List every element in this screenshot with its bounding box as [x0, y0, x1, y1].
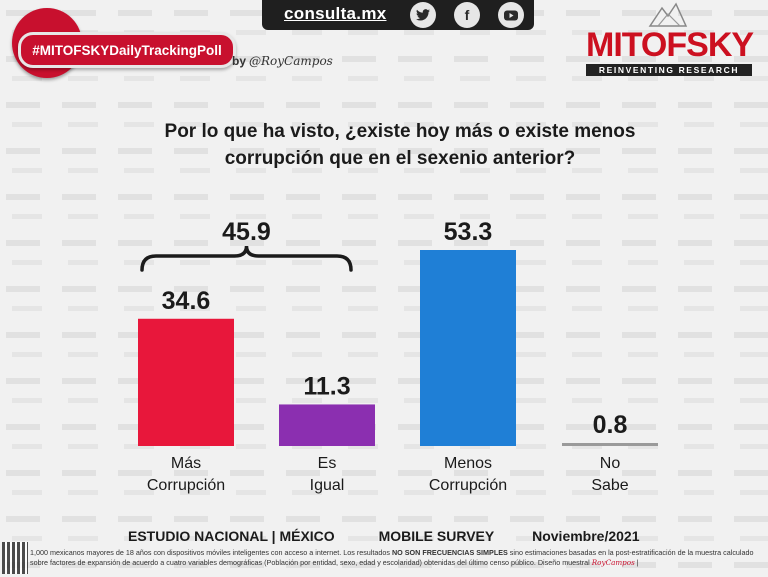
note-bold: NO SON FRECUENCIAS SIMPLES: [391, 548, 508, 557]
twitter-icon[interactable]: [410, 2, 436, 28]
note-part-1: 1,000 mexicanos mayores de 18 años con d…: [30, 548, 390, 557]
category-label-0-1: Corrupción: [147, 477, 225, 494]
youtube-icon[interactable]: [498, 2, 524, 28]
category-label-3-1: Sabe: [591, 477, 628, 494]
category-label-1-0: Es: [318, 455, 337, 472]
category-label-3-0: No: [600, 455, 621, 472]
note-part-2: sino estimaciones basadas en la post-est…: [30, 548, 754, 567]
value-label-0: 34.6: [162, 287, 211, 315]
question-line-1: Por lo que ha visto, ¿existe hoy más o e…: [164, 121, 636, 142]
facebook-icon[interactable]: f: [454, 2, 480, 28]
value-label-3: 0.8: [593, 411, 628, 439]
question-line-2: corrupción que en el sexenio anterior?: [224, 148, 576, 169]
logo-name: MITOFSKY: [586, 26, 754, 64]
footer-line: ESTUDIO NACIONAL | MÉXICO MOBILE SURVEY …: [128, 528, 640, 544]
value-label-2: 53.3: [444, 218, 493, 246]
byline-author: @RoyCampos: [249, 54, 333, 68]
methodology-note: 1,000 mexicanos mayores de 18 años con d…: [30, 548, 764, 568]
bar-2: [420, 250, 516, 446]
logo-emblem-icon: [648, 2, 688, 27]
note-end: |: [636, 558, 639, 567]
bracket-label: 45.9: [222, 218, 271, 246]
bracket-shape: [140, 245, 353, 272]
note-signature: RoyCampos: [591, 558, 635, 567]
footer-date: Noviembre/2021: [532, 528, 640, 544]
bar-0: [138, 318, 234, 446]
byline: by @RoyCampos: [232, 54, 333, 68]
category-label-2-1: Corrupción: [429, 477, 507, 494]
hashtag-label: #MITOFSKYDailyTrackingPoll: [18, 32, 236, 68]
category-label-0-0: Más: [171, 455, 201, 472]
footer-study: ESTUDIO NACIONAL | MÉXICO: [128, 528, 335, 544]
qr-code-icon: [2, 542, 28, 574]
chart-question: Por lo que ha visto, ¿existe hoy más o e…: [140, 118, 660, 172]
bar-1: [279, 404, 375, 446]
byline-prefix: by: [232, 54, 247, 68]
mitofsky-logo: MITOFSKY REINVENTING RESEARCH: [586, 2, 754, 76]
logo-tagline: REINVENTING RESEARCH: [586, 64, 752, 76]
category-label-2-0: Menos: [444, 455, 492, 472]
bar-3: [562, 443, 658, 446]
value-label-1: 11.3: [303, 372, 350, 400]
website-link[interactable]: consulta.mx: [284, 4, 387, 23]
footer-method: MOBILE SURVEY: [378, 528, 495, 544]
top-bar: consulta.mx f: [262, 0, 534, 30]
category-label-1-1: Igual: [310, 477, 345, 494]
